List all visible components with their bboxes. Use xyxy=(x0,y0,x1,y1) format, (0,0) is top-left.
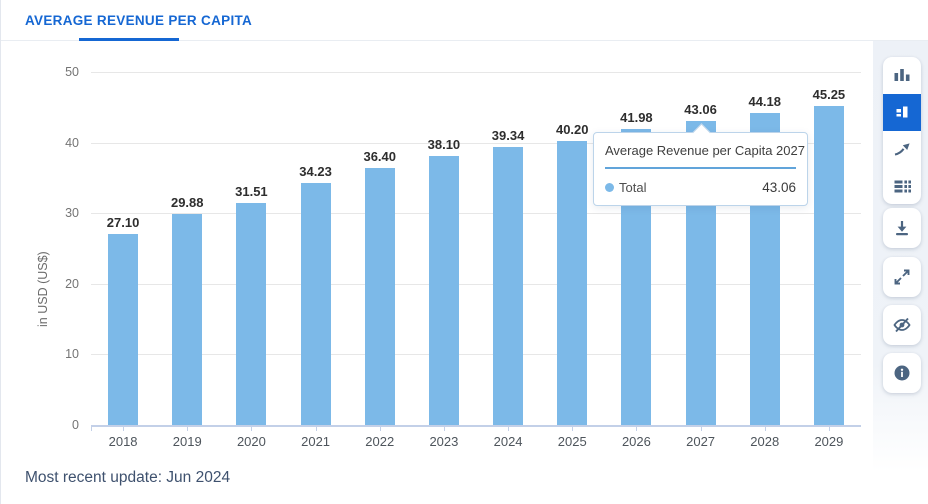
y-axis-tick-label: 10 xyxy=(65,347,79,362)
bar-value-label: 38.10 xyxy=(427,137,461,152)
chart-tooltip: Average Revenue per Capita 2027 Total 43… xyxy=(593,123,808,206)
x-axis-line xyxy=(91,425,861,427)
bar-value-label: 41.98 xyxy=(620,109,653,125)
bar-value-label: 40.20 xyxy=(555,122,589,138)
hide-chart-icon[interactable] xyxy=(883,305,921,345)
gridline xyxy=(91,72,861,73)
x-axis-label: 2021 xyxy=(301,434,331,449)
x-axis-label: 2027 xyxy=(686,434,716,449)
bar-2021[interactable] xyxy=(300,183,331,425)
x-axis-label: 2028 xyxy=(750,434,780,449)
series-marker-icon xyxy=(605,183,614,192)
bar-value-label: 44.18 xyxy=(748,94,782,110)
x-axis-label: 2025 xyxy=(557,434,587,449)
download-icon[interactable] xyxy=(883,208,921,248)
bar-2024[interactable] xyxy=(493,147,524,425)
x-axis-tick xyxy=(508,426,510,431)
bar-value-label: 34.23 xyxy=(299,164,332,180)
active-tab-underline xyxy=(79,38,179,41)
x-axis-tick xyxy=(123,426,125,431)
tab-average-revenue-per-capita[interactable]: AVERAGE REVENUE PER CAPITA xyxy=(25,0,252,41)
bar-chart: in USD (US$) 0 10 20 30 40 50 27.10 2018 29.88 20… xyxy=(1,41,873,461)
bar-2018[interactable] xyxy=(108,233,139,425)
bar-2022[interactable] xyxy=(364,168,395,425)
y-axis-tick-label: 20 xyxy=(65,276,79,291)
bar-value-label: 29.88 xyxy=(170,195,204,211)
chart-type-switcher xyxy=(883,57,921,204)
x-axis-label: 2029 xyxy=(814,434,844,449)
x-axis-label: 2022 xyxy=(365,434,395,449)
x-axis-tick xyxy=(636,426,638,431)
tab-label: AVERAGE REVENUE PER CAPITA xyxy=(25,13,253,28)
tooltip-divider xyxy=(605,167,796,169)
x-axis-tick xyxy=(187,426,189,431)
x-axis-tick xyxy=(764,426,766,431)
x-axis-tick xyxy=(443,426,445,431)
update-note-text: Most recent update: Jun 2024 xyxy=(25,469,231,486)
gridline xyxy=(91,354,861,356)
x-axis-label: 2023 xyxy=(429,434,459,449)
gridline xyxy=(91,283,861,285)
x-axis-tick xyxy=(828,426,830,431)
info-icon[interactable] xyxy=(883,353,921,393)
tooltip-value: 43.06 xyxy=(762,180,796,195)
x-axis-label: 2026 xyxy=(621,434,651,449)
x-axis-tick xyxy=(700,426,702,431)
y-axis-tick-label: 30 xyxy=(65,206,79,221)
gridline xyxy=(91,142,861,144)
update-note: Most recent update: Jun 2024 xyxy=(25,469,230,487)
bar-2020[interactable] xyxy=(236,202,267,425)
bar-2025[interactable] xyxy=(557,141,588,425)
x-axis-label: 2024 xyxy=(493,434,523,449)
gridline xyxy=(91,213,861,215)
x-axis-tick xyxy=(315,426,317,431)
bar-value-label: 39.34 xyxy=(491,128,525,144)
bar-2029[interactable] xyxy=(813,105,844,425)
y-axis-tick-label: 50 xyxy=(65,65,79,79)
trend-line-icon[interactable] xyxy=(883,131,921,168)
bar-2019[interactable] xyxy=(172,214,203,425)
bar-2023[interactable] xyxy=(428,156,459,425)
x-axis-tick xyxy=(572,426,574,431)
chart-header: AVERAGE REVENUE PER CAPITA xyxy=(1,0,928,41)
bar-value-label: 45.25 xyxy=(812,86,846,102)
x-axis-tick xyxy=(91,426,92,431)
x-axis-tick xyxy=(251,426,253,431)
bar-value-label: 27.10 xyxy=(106,214,140,230)
x-axis-label: 2018 xyxy=(108,434,138,449)
block-chart-icon[interactable] xyxy=(883,93,921,131)
fullscreen-icon[interactable] xyxy=(883,257,921,297)
y-axis-tick-label: 40 xyxy=(65,135,79,150)
x-axis-tick xyxy=(379,426,381,431)
x-axis-label: 2019 xyxy=(172,434,202,449)
table-view-icon[interactable] xyxy=(883,167,921,204)
bar-value-label: 43.06 xyxy=(684,101,717,117)
tooltip-title: Average Revenue per Capita 2027 xyxy=(605,143,805,158)
x-axis-label: 2020 xyxy=(236,434,266,449)
bar-value-label: 31.51 xyxy=(235,183,268,199)
bar-value-label: 36.40 xyxy=(363,149,397,165)
tooltip-series-label: Total xyxy=(619,180,647,195)
column-chart-icon[interactable] xyxy=(883,57,921,94)
y-axis-tick-label: 0 xyxy=(72,418,79,432)
